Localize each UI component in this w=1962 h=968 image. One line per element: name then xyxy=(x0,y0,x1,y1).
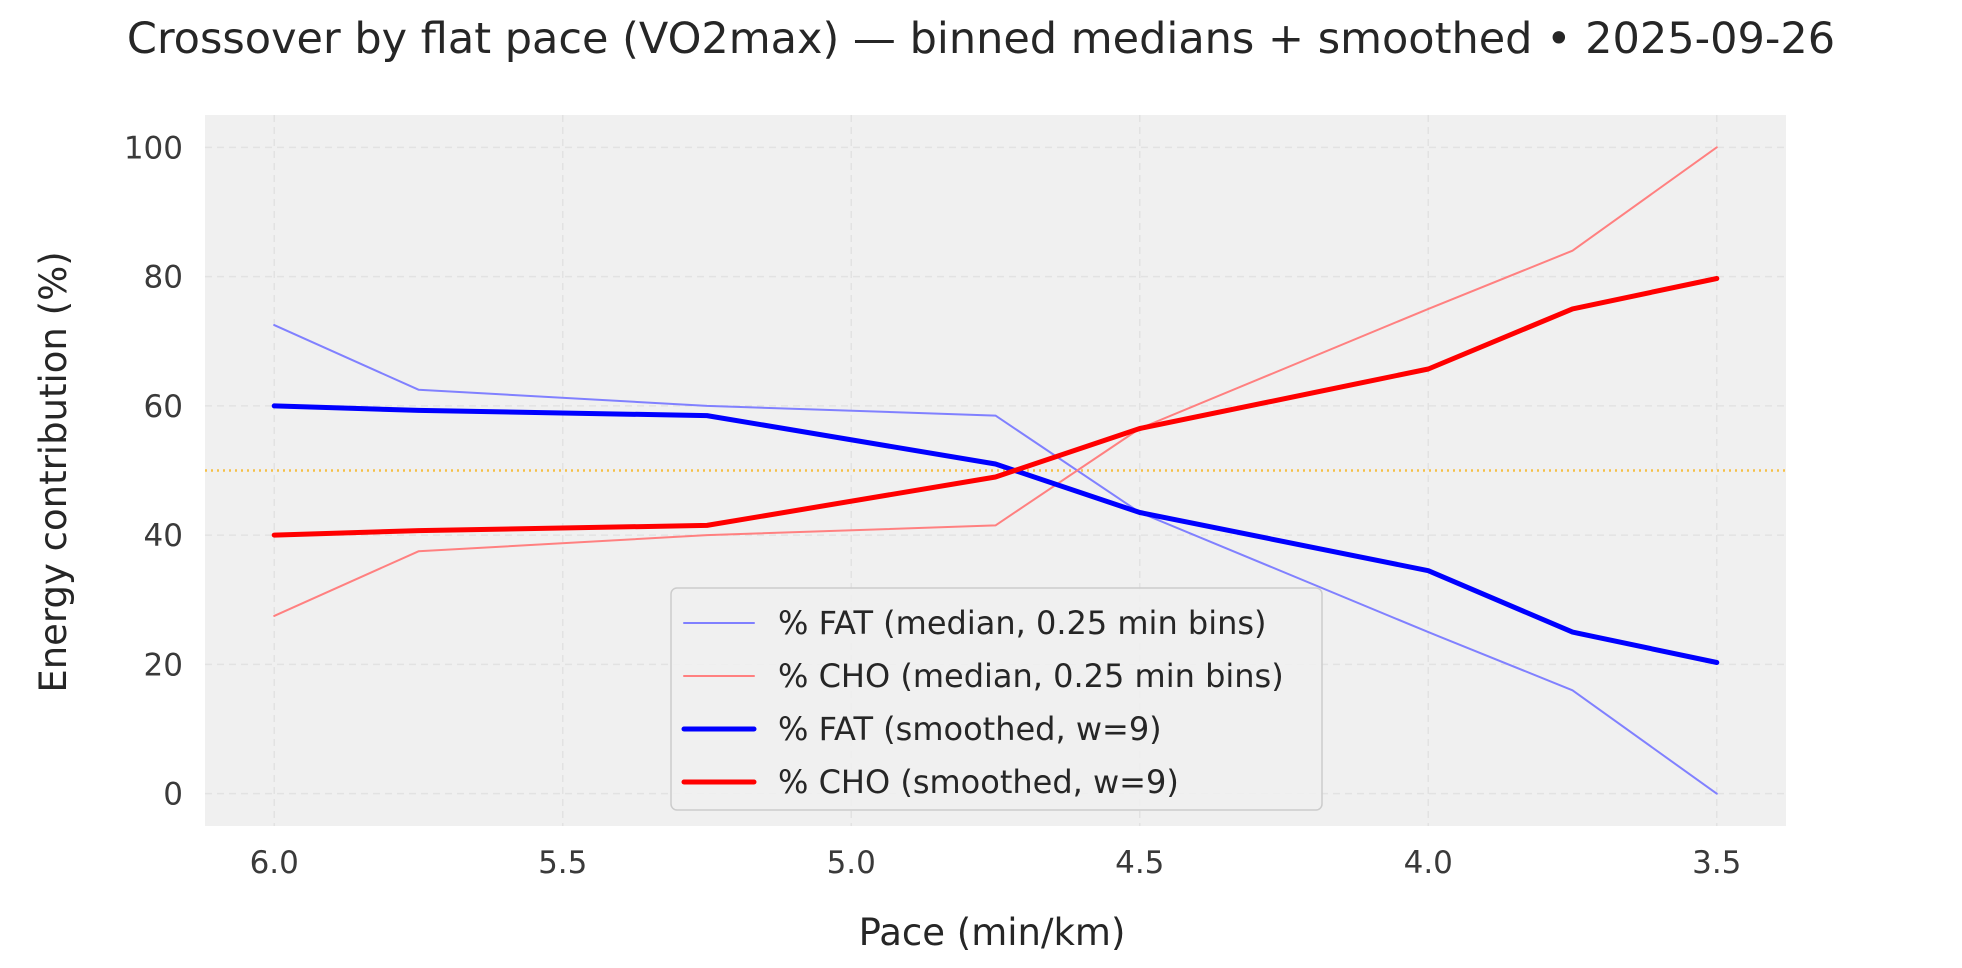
series-line-1 xyxy=(273,146,1718,617)
x-tick-label: 4.5 xyxy=(1115,845,1164,881)
data-point xyxy=(417,389,419,391)
data-point xyxy=(1427,569,1429,571)
data-point xyxy=(1571,250,1573,252)
legend-label-1: % CHO (median, 0.25 min bins) xyxy=(778,657,1284,695)
legend-label-0: % FAT (median, 0.25 min bins) xyxy=(778,604,1267,642)
series-line-0 xyxy=(273,324,1718,795)
data-point xyxy=(417,550,419,552)
y-tick-label: 0 xyxy=(163,777,183,813)
data-point xyxy=(1139,511,1141,513)
legend-label-2: % FAT (smoothed, w=9) xyxy=(778,710,1162,748)
legend-box xyxy=(670,587,1323,811)
data-point xyxy=(1139,427,1141,429)
legend: % FAT (median, 0.25 min bins) % CHO (medi… xyxy=(670,587,1323,811)
x-tick-label: 5.0 xyxy=(827,845,876,881)
data-point xyxy=(1427,368,1429,370)
x-axis-label: Pace (min/km) xyxy=(859,911,1126,954)
y-tick-label: 40 xyxy=(144,518,183,554)
data-point xyxy=(1716,146,1718,148)
data-point xyxy=(273,405,275,407)
data-point xyxy=(706,524,708,526)
data-point xyxy=(1427,308,1429,310)
data-point xyxy=(994,476,996,478)
x-tick-label: 3.5 xyxy=(1692,845,1741,881)
legend-label-3: % CHO (smoothed, w=9) xyxy=(778,763,1179,801)
data-point xyxy=(994,414,996,416)
data-point xyxy=(1571,308,1573,310)
x-tick-label: 6.0 xyxy=(250,845,299,881)
data-point xyxy=(1571,631,1573,633)
data-point xyxy=(1716,277,1718,279)
y-tick-label: 60 xyxy=(144,389,183,425)
x-tick-label: 5.5 xyxy=(538,845,587,881)
data-point xyxy=(273,534,275,536)
data-point xyxy=(1716,661,1718,663)
data-point xyxy=(1427,631,1429,633)
data-point xyxy=(417,409,419,411)
data-point xyxy=(706,534,708,536)
y-tick-label: 100 xyxy=(124,130,183,166)
data-point xyxy=(994,463,996,465)
series-line-2 xyxy=(271,403,1720,665)
data-point xyxy=(417,529,419,531)
data-point xyxy=(273,615,275,617)
y-tick-label: 80 xyxy=(144,260,183,296)
series-line-3 xyxy=(271,276,1720,538)
data-point xyxy=(706,405,708,407)
x-tick-label: 4.0 xyxy=(1404,845,1453,881)
data-point xyxy=(273,324,275,326)
data-point xyxy=(1716,792,1718,794)
data-point xyxy=(1571,689,1573,691)
y-tick-label: 20 xyxy=(144,647,183,683)
data-point xyxy=(706,414,708,416)
y-axis-label: Energy contribution (%) xyxy=(32,251,75,692)
data-point xyxy=(994,524,996,526)
chart-title: Crossover by flat pace (VO2max) — binned… xyxy=(127,14,1835,64)
